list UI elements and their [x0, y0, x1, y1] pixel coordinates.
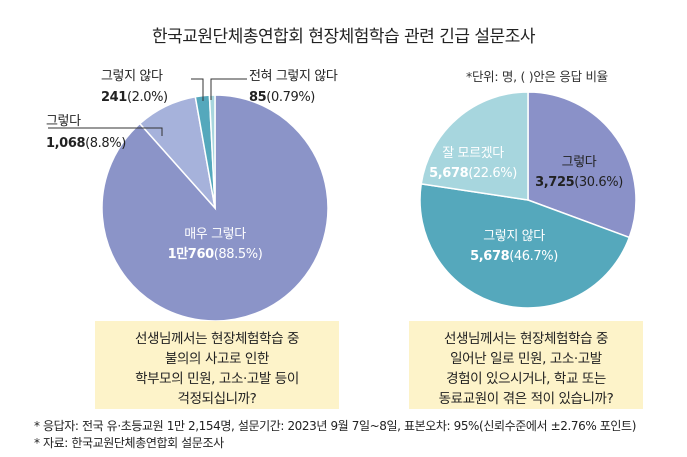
label-very-yes-value: 1만760(88.5%): [168, 246, 263, 262]
pie-slice-r-yes: [527, 91, 637, 239]
label-very-yes-count: 1만760: [168, 246, 214, 262]
label-r-no-percent: (46.7%): [509, 249, 558, 264]
pie-chart-concern: [101, 94, 329, 322]
label-r-no-name: 그렇지 않다: [483, 229, 545, 244]
question-box-experience: 선생님께서는 현장체험학습 중 일어난 일로 민원, 고소·고발 경험이 있으시…: [409, 321, 643, 409]
label-r-dontknow-count: 5,678: [429, 166, 468, 181]
label-r-no-value: 5,678(46.7%): [470, 249, 558, 264]
label-never-name: 전혀 그렇지 않다: [249, 69, 338, 84]
pie-slice-r-dontknow: [420, 91, 529, 201]
label-r-dontknow-percent: (22.6%): [468, 166, 517, 181]
pie-slice-never: [208, 94, 216, 209]
label-never-value: 85(0.79%): [249, 90, 315, 105]
label-r-yes-value: 3,725(30.6%): [535, 175, 623, 190]
leader-line-no: [191, 78, 204, 101]
footnote-respondents: * 응답자: 전국 유·초등교원 1만 2,154명, 설문기간: 2023년 …: [34, 419, 636, 433]
question-box-concern: 선생님께서는 현장체험학습 중 불의의 사고로 인한 학부모의 민원, 고소·고…: [95, 321, 339, 409]
label-very-yes-percent: (88.5%): [214, 247, 263, 262]
label-yes-count: 1,068: [46, 136, 85, 151]
label-r-yes-name: 그렇다: [562, 155, 597, 170]
question-line: 선생님께서는 현장체험학습 중: [134, 331, 300, 347]
label-never-count: 85: [249, 90, 267, 105]
question-line: 일어난 일로 민원, 고소·고발: [450, 351, 602, 367]
leader-line-yes: [48, 127, 163, 136]
label-yes-name: 그렇다: [46, 114, 81, 129]
label-no-count: 241: [101, 90, 127, 105]
question-line: 경험이 있으시거나, 학교 또는: [446, 371, 606, 387]
label-very-yes-name: 매우 그렇다: [184, 227, 246, 242]
unit-note: *단위: 명, ( )안은 응답 비율: [466, 69, 608, 84]
pie-chart-experience: [419, 91, 637, 309]
label-r-no-count: 5,678: [470, 249, 509, 264]
question-line: 학부모의 민원, 고소·고발 등이: [135, 371, 299, 387]
question-line: 불의의 사고로 인한: [165, 351, 269, 367]
leader-line-never: [210, 78, 247, 100]
question-line: 선생님께서는 현장체험학습 중: [443, 331, 609, 347]
question-line: 동료교원이 겪은 적이 있습니까?: [438, 391, 614, 407]
page-title: 한국교원단체총연합회 현장체험학습 관련 긴급 설문조사: [152, 27, 535, 47]
label-r-dontknow-name: 잘 모르겠다: [442, 146, 504, 161]
label-r-dontknow-value: 5,678(22.6%): [429, 166, 517, 181]
question-line: 걱정되십니까?: [177, 391, 257, 407]
label-no-value: 241(2.0%): [101, 90, 168, 105]
label-r-yes-percent: (30.6%): [574, 175, 623, 190]
label-r-yes-count: 3,725: [535, 175, 574, 190]
label-no-percent: (2.0%): [127, 90, 168, 105]
label-yes-percent: (8.8%): [85, 136, 126, 151]
label-yes-value: 1,068(8.8%): [46, 136, 126, 151]
pie-slice-r-no: [419, 183, 631, 309]
label-never-percent: (0.79%): [266, 90, 315, 105]
footnote-source: * 자료: 한국교원단체총연합회 설문조사: [34, 436, 224, 450]
label-no-name: 그렇지 않다: [101, 69, 163, 84]
leader-lines: [48, 78, 247, 136]
